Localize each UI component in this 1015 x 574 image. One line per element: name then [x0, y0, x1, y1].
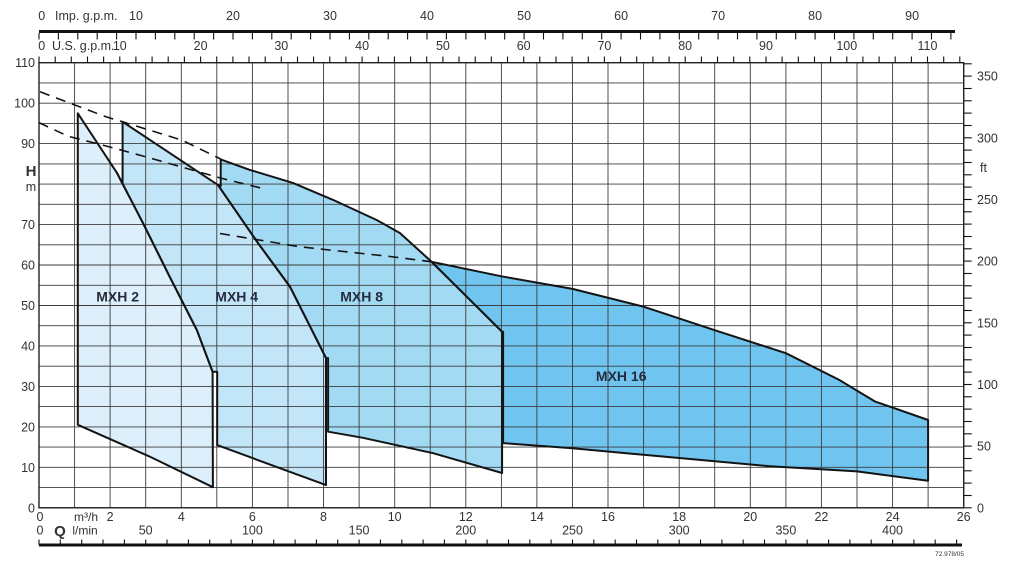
lower-dashed-extension: [38, 121, 262, 189]
ft-tick-label: 350: [977, 70, 998, 84]
us-tick-label: 50: [436, 39, 450, 53]
lmin-tick-label: 350: [775, 524, 796, 538]
us-tick-label: 20: [194, 39, 208, 53]
ft-tick-label: 200: [977, 255, 998, 269]
region-label-mxh-8: MXH 8: [340, 289, 383, 305]
upper-dashed-extension: [39, 91, 222, 160]
imp-tick-label: 30: [323, 9, 337, 23]
lmin-tick-label: 200: [455, 524, 476, 538]
imp-gpm-axis: 0 Imp. g.p.m. 10 20 30 40 50 60 70 80 90: [38, 9, 955, 40]
us-tick-label: 60: [517, 39, 531, 53]
h-tick-label: 60: [21, 259, 35, 273]
region-outline-mxh-2: [76, 112, 214, 489]
us-tick-label: 70: [597, 39, 611, 53]
us-tick-label: 110: [918, 39, 938, 53]
region-label-mxh-4: MXH 4: [215, 289, 258, 305]
lmin-tick-label: 250: [562, 524, 583, 538]
imp-tick-label: 20: [226, 9, 240, 23]
mid-dashed-extension: [219, 232, 432, 263]
ft-tick-label: 250: [977, 193, 998, 207]
us-tick-label: 30: [274, 39, 288, 53]
imp-tick-label: 40: [420, 9, 434, 23]
ft-tick-label: 0: [977, 501, 984, 515]
m3h-tick-label: 16: [601, 510, 615, 524]
imp-tick-label: 80: [808, 9, 822, 23]
us-tick-label: 90: [759, 39, 773, 53]
q-axis-title: Q: [54, 523, 66, 540]
imp-axis-title: Imp. g.p.m.: [55, 9, 118, 23]
h-axis-unit: m: [26, 180, 36, 194]
m3h-tick-label: 10: [388, 510, 402, 524]
lmin-tick-label: 400: [882, 524, 903, 538]
lmin-axis-title: l/min: [72, 524, 97, 538]
imp-tick-label: 90: [905, 9, 919, 23]
us-tick-label: 100: [836, 39, 857, 53]
h-tick-label: 10: [21, 461, 35, 475]
lmin-tick-label: 150: [349, 524, 370, 538]
h-tick-label: 50: [21, 299, 35, 313]
m3h-tick-label: 24: [886, 510, 900, 524]
region-label-mxh-16: MXH 16: [596, 368, 647, 384]
m3h-tick-label: 14: [530, 510, 544, 524]
us-tick-label: 80: [678, 39, 692, 53]
us-tick-label: 10: [113, 39, 127, 53]
h-tick-label: 100: [14, 97, 35, 111]
m3h-tick-label: 12: [459, 510, 473, 524]
ft-tick-label: 150: [977, 316, 998, 330]
h-axis-title: H: [26, 163, 37, 180]
region-labels: MXH 16 MXH 8 MXH 4 MXH 2: [96, 289, 646, 384]
h-tick-label: 30: [21, 380, 35, 394]
lmin-tick-label: 100: [242, 524, 263, 538]
imp-zero-label: 0: [38, 9, 45, 23]
lmin-zero-label: 0: [37, 524, 44, 538]
h-tick-label: 0: [28, 501, 35, 515]
m3h-tick-label: 6: [249, 510, 256, 524]
imp-tick-label: 10: [129, 9, 143, 23]
ft-axis: 0 50 100 150 200 250 300 350 ft: [963, 63, 998, 515]
region-label-mxh-2: MXH 2: [96, 289, 139, 305]
grid-lines: [38, 62, 965, 509]
m3h-axis: 0 m³/h 2 4 6 8 10 12 14 16 18 20 22 24 26: [37, 510, 971, 524]
lmin-tick-label: 50: [139, 524, 153, 538]
m3h-tick-label: 26: [957, 510, 971, 524]
ft-tick-label: 300: [977, 131, 998, 145]
h-tick-label: 40: [21, 339, 35, 353]
h-tick-label: 90: [21, 137, 35, 151]
imp-tick-label: 60: [614, 9, 628, 23]
m3h-tick-label: 4: [178, 510, 185, 524]
doc-ref-number: 72.978/05: [935, 551, 964, 558]
region-fill-mxh-4: [116, 121, 327, 486]
us-tick-label: 40: [355, 39, 369, 53]
ft-tick-label: 100: [977, 378, 998, 392]
region-outlines: [76, 112, 930, 489]
us-gpm-axis: 0 U.S. g.p.m.10 20 30 40 50 60 70 80 90 100 110: [38, 39, 961, 63]
imp-tick-label: 50: [517, 9, 531, 23]
h-tick-label: 70: [21, 218, 35, 232]
region-fill-mxh-8: [217, 159, 503, 473]
us-axis-title: U.S. g.p.m.: [52, 39, 115, 53]
lmin-tick-label: 300: [669, 524, 690, 538]
m3h-tick-label: 2: [107, 510, 114, 524]
m3h-axis-title: m³/h: [74, 510, 98, 524]
m3h-tick-label: 8: [320, 510, 327, 524]
ft-axis-title: ft: [980, 161, 987, 175]
m3h-tick-label: 18: [672, 510, 686, 524]
h-tick-label: 20: [21, 420, 35, 434]
reference-number: 72.978/05: [935, 551, 964, 558]
h-tick-label: 110: [15, 56, 35, 70]
m3h-tick-label: 22: [814, 510, 828, 524]
dashed-lines: [38, 91, 432, 263]
m3h-zero-label: 0: [37, 510, 44, 524]
imp-tick-label: 70: [711, 9, 725, 23]
us-zero-label: 0: [38, 39, 45, 53]
ft-tick-label: 50: [977, 440, 991, 454]
region-fill-mxh-16: [431, 261, 929, 481]
m3h-tick-label: 20: [743, 510, 757, 524]
